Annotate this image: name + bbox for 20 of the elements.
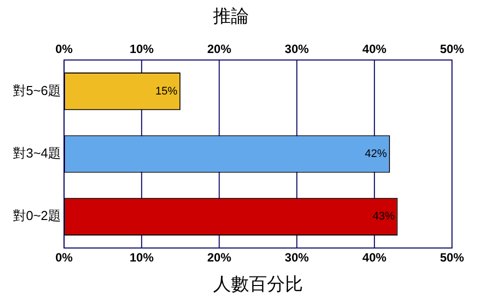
- x-axis-title: 人數百分比: [213, 274, 304, 294]
- x2-tick-label: 0%: [55, 250, 74, 265]
- x-tick-label: 20%: [207, 42, 232, 56]
- data-label: 42%: [364, 148, 388, 160]
- x-tick-label: 30%: [284, 42, 310, 56]
- x2-tick-label: 30%: [284, 250, 310, 265]
- data-label: 43%: [372, 210, 395, 223]
- x2-tick-label: 20%: [207, 250, 232, 265]
- x2-tick-label: 50%: [440, 250, 464, 265]
- x-tick-label: 10%: [130, 42, 154, 56]
- y-tick-label: 對3~4題: [12, 146, 62, 161]
- x-tick-label: 40%: [362, 42, 387, 56]
- chart-title: 推論: [213, 6, 249, 26]
- x-tick-label: 50%: [440, 42, 464, 56]
- y-tick-label: 對5~6題: [12, 82, 62, 98]
- x2-tick-label: 40%: [362, 250, 387, 265]
- y-tick-label: 對0~2題: [12, 208, 62, 224]
- x-tick-label: 0%: [55, 42, 74, 56]
- x2-tick-label: 10%: [130, 250, 154, 265]
- data-label: 15%: [155, 85, 178, 98]
